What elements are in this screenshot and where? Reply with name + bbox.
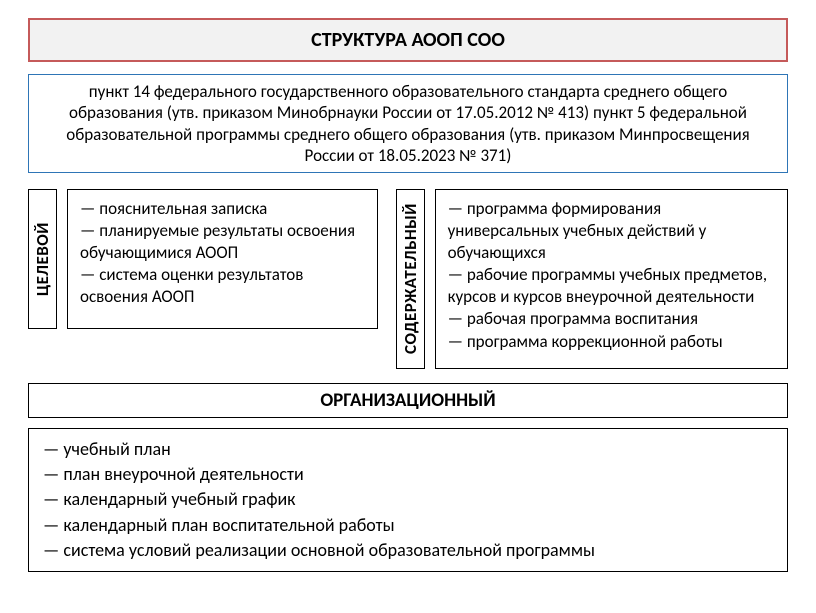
list-item: — программа формирования универсальных у… (448, 198, 775, 264)
list-item: — пояснительная записка (80, 198, 365, 220)
title-box: СТРУКТУРА АООП СОО (28, 18, 788, 62)
content-section: СОДЕРЖАТЕЛЬНЫЙ — программа формирования … (396, 189, 788, 369)
list-item: — учебный план (43, 437, 773, 462)
target-label: ЦЕЛЕВОЙ (28, 189, 57, 329)
list-item: — система условий реализации основной об… (43, 538, 773, 563)
target-content: — пояснительная записка — планируемые ре… (67, 189, 378, 329)
list-item: — календарный учебный график (43, 487, 773, 512)
list-item: — рабочая программа воспитания (448, 308, 775, 330)
list-item: — планируемые результаты освоения обучаю… (80, 220, 365, 264)
list-item: — программа коррекционной работы (448, 331, 775, 353)
intro-text: пункт 14 федерального государственного о… (28, 74, 788, 173)
content-content: — программа формирования универсальных у… (435, 189, 788, 369)
page-title: СТРУКТУРА АООП СОО (311, 28, 505, 52)
list-item: — план внеурочной деятельности (43, 462, 773, 487)
list-item: — календарный план воспитательной работы (43, 513, 773, 538)
two-column-row: ЦЕЛЕВОЙ — пояснительная записка — планир… (28, 189, 788, 369)
content-label: СОДЕРЖАТЕЛЬНЫЙ (396, 189, 425, 369)
org-content: — учебный план — план внеурочной деятель… (28, 428, 788, 572)
target-section: ЦЕЛЕВОЙ — пояснительная записка — планир… (28, 189, 378, 329)
org-label: ОРГАНИЗАЦИОННЫЙ (28, 383, 788, 418)
list-item: — рабочие программы учебных предметов, к… (448, 264, 775, 308)
list-item: — система оценки результатов освоения АО… (80, 264, 365, 308)
